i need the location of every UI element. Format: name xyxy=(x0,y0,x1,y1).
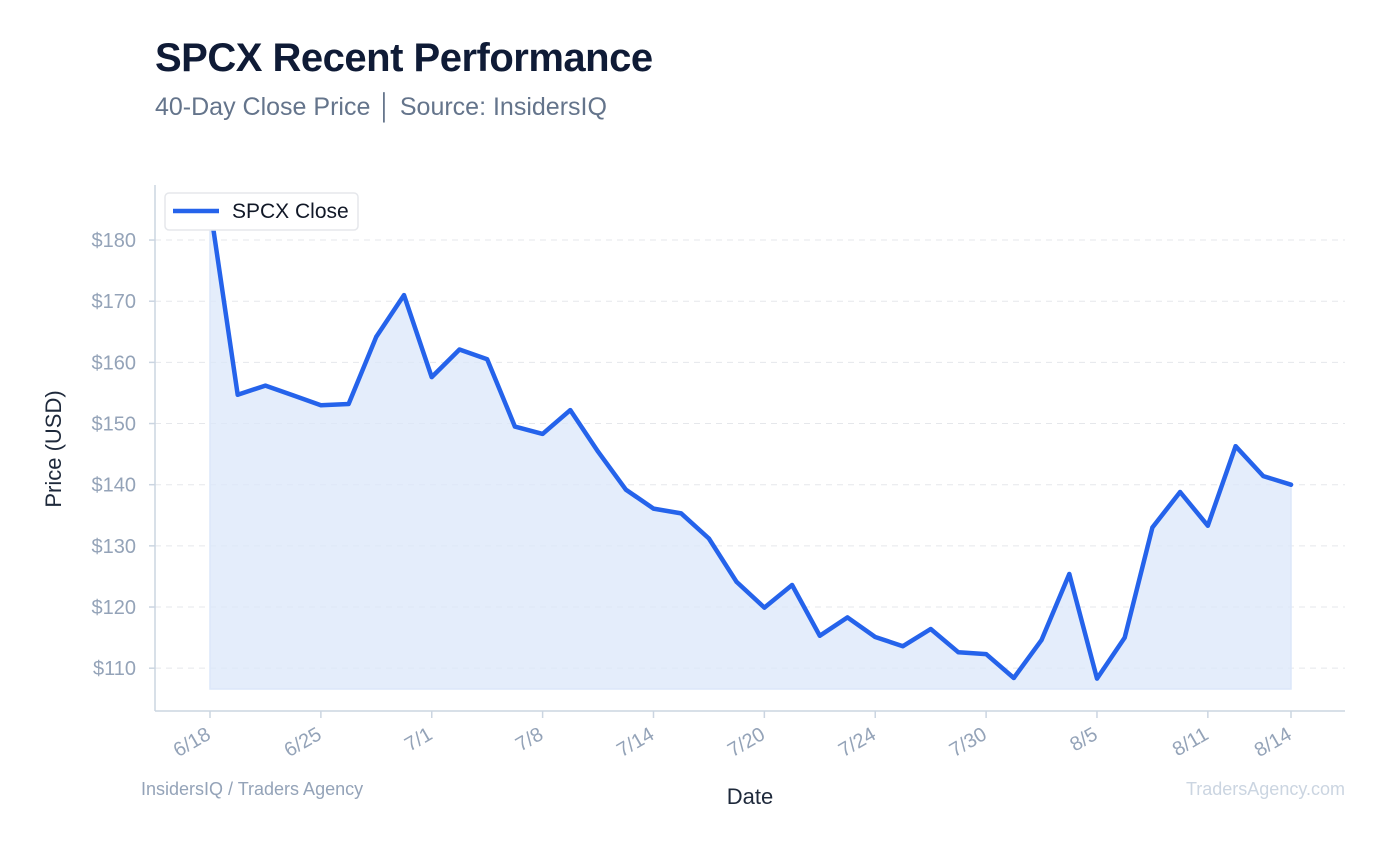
y-tick-labels: $110 $120 $130 $140 $150 $160 $170 $180 xyxy=(92,230,155,680)
data-point xyxy=(1122,635,1127,640)
y-tick-label: $130 xyxy=(92,536,137,558)
y-tick-label: $160 xyxy=(92,352,137,374)
data-point xyxy=(568,408,573,413)
data-point xyxy=(734,579,739,584)
series-line-spcx-close xyxy=(207,204,1294,681)
data-point xyxy=(706,536,711,541)
x-tick-label: 7/8 xyxy=(512,723,547,756)
data-point xyxy=(1039,638,1044,643)
data-point xyxy=(1011,675,1016,680)
data-point xyxy=(817,633,822,638)
data-point xyxy=(540,431,545,436)
data-point xyxy=(374,334,379,339)
data-point xyxy=(512,424,517,429)
x-tick-labels: 6/18 6/25 7/1 7/8 7/14 7/20 7/24 7/30 8/5 8/11 8/1… xyxy=(170,711,1296,762)
data-point xyxy=(873,634,878,639)
data-point xyxy=(679,511,684,516)
data-point xyxy=(845,615,850,620)
x-tick-label: 7/30 xyxy=(946,723,991,762)
data-point xyxy=(1067,571,1072,576)
legend: SPCX Close xyxy=(164,192,359,231)
data-point xyxy=(291,393,296,398)
data-point xyxy=(1289,482,1293,487)
y-tick-label: $150 xyxy=(92,414,137,436)
x-tick-label: 7/20 xyxy=(724,723,769,762)
y-tick-label: $110 xyxy=(93,658,136,680)
y-tick-label: $170 xyxy=(92,291,137,313)
x-tick-label: 8/5 xyxy=(1066,723,1101,756)
x-tick-label: 7/14 xyxy=(613,723,658,762)
data-point xyxy=(956,650,961,655)
data-point xyxy=(318,403,323,408)
x-tick-label: 8/14 xyxy=(1251,723,1296,762)
data-point xyxy=(429,375,434,380)
data-point xyxy=(263,383,268,388)
data-point xyxy=(1094,676,1099,681)
x-tick-label: 6/25 xyxy=(281,723,326,762)
data-points xyxy=(208,204,1293,681)
data-point xyxy=(900,644,905,649)
data-point xyxy=(402,293,407,298)
x-tick-label: 7/1 xyxy=(401,723,436,756)
chart-title: SPCX Recent Performance xyxy=(155,36,653,80)
data-point xyxy=(596,449,601,454)
data-point xyxy=(1233,444,1238,449)
data-point xyxy=(346,401,351,406)
x-axis-label: Date xyxy=(727,784,773,809)
legend-label: SPCX Close xyxy=(232,200,349,223)
data-point xyxy=(485,357,490,362)
footer-source: InsidersIQ / Traders Agency xyxy=(141,779,364,799)
data-point xyxy=(235,392,240,397)
y-axis-label: Price (USD) xyxy=(41,390,66,507)
data-point xyxy=(984,652,989,657)
data-point xyxy=(1150,525,1155,530)
data-point xyxy=(651,506,656,511)
y-tick-label: $120 xyxy=(92,597,137,619)
data-point xyxy=(1205,523,1210,528)
data-point xyxy=(762,605,767,610)
data-point xyxy=(790,583,795,588)
y-tick-label: $140 xyxy=(92,475,137,497)
chart-subtitle: 40-Day Close Price │ Source: InsidersIQ xyxy=(155,93,607,121)
footer-watermark: TradersAgency.com xyxy=(1185,779,1345,799)
legend-box xyxy=(164,192,359,231)
x-tick-label: 6/18 xyxy=(170,723,215,762)
data-point xyxy=(1261,474,1266,479)
y-tick-label: $180 xyxy=(92,230,137,252)
data-point xyxy=(928,627,933,632)
x-tick-label: 7/24 xyxy=(835,723,880,762)
data-point xyxy=(623,487,628,492)
x-tick-label: 8/11 xyxy=(1169,723,1212,761)
data-point xyxy=(457,347,462,352)
data-point xyxy=(1178,490,1183,495)
